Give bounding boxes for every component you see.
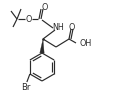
Text: O: O	[26, 15, 32, 24]
Text: O: O	[42, 3, 48, 12]
Text: Br: Br	[21, 83, 31, 92]
Text: O: O	[69, 23, 75, 32]
Polygon shape	[40, 39, 44, 53]
Text: OH: OH	[80, 38, 92, 47]
Text: NH: NH	[52, 24, 64, 33]
